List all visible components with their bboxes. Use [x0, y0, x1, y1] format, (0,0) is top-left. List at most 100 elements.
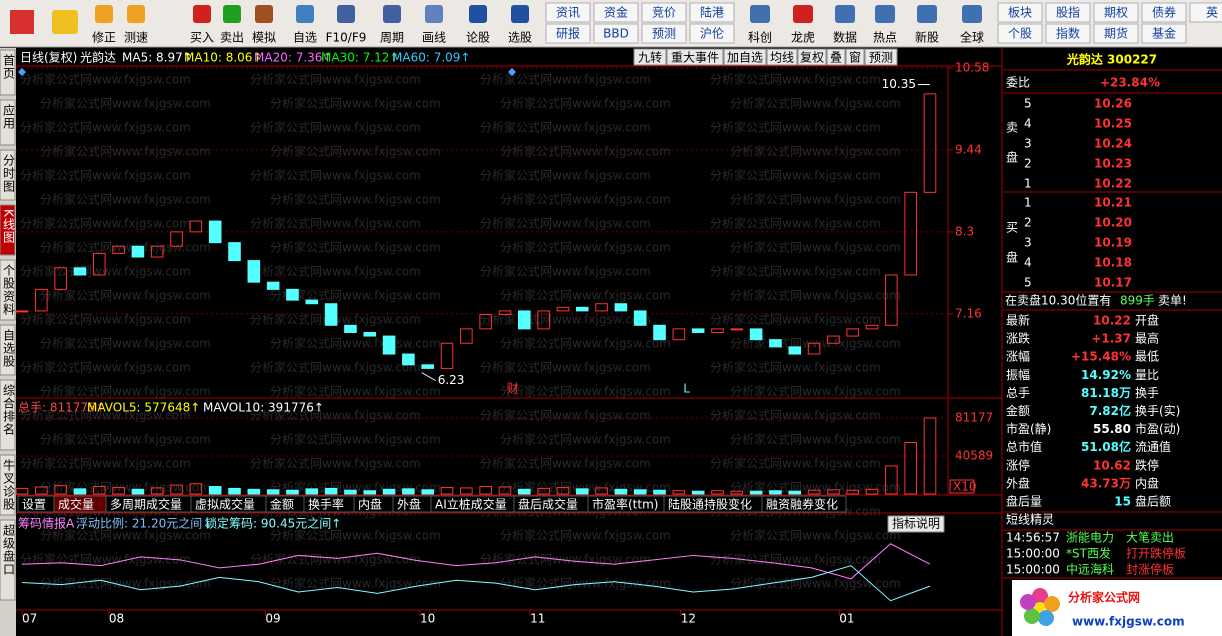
side-tab-label[interactable]: 综合排名: [2, 384, 16, 436]
toolbar-dual-button[interactable]: [1189, 2, 1222, 23]
toolbar-button[interactable]: 期货: [1104, 26, 1128, 41]
toolbar-button[interactable]: 测速: [124, 31, 148, 45]
chart-button-label[interactable]: 加自选: [727, 51, 763, 65]
back-button[interactable]: [52, 10, 78, 34]
toolbar-button[interactable]: 预测: [652, 27, 676, 41]
indicator-button[interactable]: [887, 515, 945, 533]
chart-button-label[interactable]: 叠: [830, 51, 842, 65]
chart-button[interactable]: [864, 48, 898, 66]
toolbar-button[interactable]: 英: [1206, 6, 1218, 20]
indicator-tab-label[interactable]: 市盈率(ttm): [592, 497, 658, 512]
toolbar-dual-button[interactable]: [1045, 2, 1091, 23]
chart-button[interactable]: [797, 48, 827, 66]
chart-button-label[interactable]: 预测: [869, 51, 893, 65]
toolbar-dual-button[interactable]: [689, 2, 735, 23]
chart-button-label[interactable]: 窗: [849, 51, 861, 65]
toolbar-dual-button[interactable]: [641, 23, 687, 44]
side-tab-label[interactable]: K线图: [2, 209, 16, 244]
toolbar-button[interactable]: 期权: [1104, 6, 1128, 20]
toolbar-button[interactable]: 龙虎: [791, 31, 815, 45]
toolbar-button[interactable]: 修正: [92, 30, 116, 45]
toolbar-dual-button[interactable]: [997, 23, 1043, 44]
side-tab-label[interactable]: 超级盘口: [2, 523, 16, 576]
chart-button[interactable]: [766, 48, 798, 66]
indicator-tab-label[interactable]: 多周期成交量: [110, 497, 182, 512]
toolbar-button[interactable]: 资讯: [556, 6, 580, 20]
toolbar-button[interactable]: BBD: [603, 27, 629, 41]
indicator-tab-label[interactable]: 虚拟成交量: [195, 497, 255, 512]
toolbar-button[interactable]: 卖出: [220, 31, 244, 45]
side-tab[interactable]: [0, 204, 16, 256]
side-tab-label[interactable]: 应用: [2, 103, 16, 130]
indicator-tab[interactable]: [761, 495, 847, 513]
toolbar-dual-button[interactable]: [689, 23, 735, 44]
indicator-tab-label[interactable]: 内盘: [358, 497, 382, 512]
side-tab-label[interactable]: 分时图: [2, 154, 16, 193]
toolbar-button[interactable]: 资金: [604, 5, 628, 20]
toolbar-dual-button[interactable]: [641, 2, 687, 23]
toolbar-dual-button[interactable]: [1141, 2, 1187, 23]
indicator-tab-label[interactable]: 陆股通持股变化: [668, 497, 752, 512]
chart-button[interactable]: [633, 48, 667, 66]
indicator-tab-label[interactable]: AI立桩成交量: [435, 497, 507, 512]
side-tab[interactable]: [0, 454, 16, 516]
side-tab-label[interactable]: 自选股: [2, 329, 16, 368]
chart-button-label[interactable]: 复权: [800, 51, 824, 65]
toolbar-button[interactable]: 股指: [1056, 5, 1080, 20]
indicator-tab-label[interactable]: 融资融券变化: [766, 497, 838, 512]
toolbar-button[interactable]: 沪伦: [700, 26, 724, 41]
toolbar-dual-button[interactable]: [997, 2, 1043, 23]
toolbar-button[interactable]: 买入: [190, 31, 214, 45]
indicator-tab-label[interactable]: 成交量: [58, 497, 94, 512]
chart-button[interactable]: [826, 48, 846, 66]
side-tab[interactable]: [0, 324, 16, 376]
toolbar-button[interactable]: 数据: [833, 30, 857, 45]
toolbar-button[interactable]: 自选: [293, 31, 317, 45]
side-tab[interactable]: [0, 99, 16, 146]
chart-button-label[interactable]: 重大事件: [671, 51, 719, 65]
indicator-tab-label[interactable]: 换手率: [308, 497, 344, 512]
toolbar-button[interactable]: 个股: [1008, 27, 1032, 41]
toolbar-dual-button[interactable]: [593, 23, 639, 44]
toolbar-button[interactable]: 陆港: [700, 5, 724, 20]
toolbar-button[interactable]: 科创: [748, 31, 772, 45]
side-tab-label[interactable]: 个股资料: [2, 264, 16, 316]
toolbar-button[interactable]: 周期: [380, 31, 404, 45]
toolbar-button[interactable]: 模拟: [252, 31, 276, 45]
toolbar-dual-button[interactable]: [1045, 23, 1091, 44]
chart-button[interactable]: [666, 48, 724, 66]
side-tab-label[interactable]: 牛叉诊股: [2, 458, 16, 511]
toolbar-dual-button[interactable]: [1141, 23, 1187, 44]
indicator-tab-label[interactable]: 设置: [22, 498, 46, 512]
toolbar-button[interactable]: 画线: [422, 31, 446, 45]
indicator-tab-label[interactable]: 外盘: [397, 497, 421, 512]
chart-button[interactable]: [723, 48, 767, 66]
side-tab[interactable]: [0, 519, 16, 601]
chart-button-label[interactable]: 均线: [770, 51, 794, 65]
toolbar-dual-button[interactable]: [545, 23, 591, 44]
indicator-tab-label[interactable]: 金额: [270, 497, 294, 512]
toolbar-button[interactable]: 热点: [873, 31, 897, 45]
toolbar-button[interactable]: 选股: [508, 31, 532, 45]
toolbar-button[interactable]: 指数: [1056, 26, 1080, 41]
toolbar-button[interactable]: 新股: [915, 30, 939, 45]
side-tab-label[interactable]: 首页: [2, 54, 16, 80]
side-tab[interactable]: [0, 259, 16, 321]
chart-button-label[interactable]: 九转: [638, 50, 662, 65]
toolbar-button[interactable]: 竞价: [652, 6, 676, 20]
side-tab[interactable]: [0, 149, 16, 201]
toolbar-button[interactable]: 板块: [1008, 6, 1032, 20]
side-tab[interactable]: [0, 379, 16, 451]
toolbar-button[interactable]: 论股: [466, 31, 490, 45]
indicator-button-label[interactable]: 指标说明: [892, 516, 940, 531]
chart-button[interactable]: [845, 48, 865, 66]
toolbar-dual-button[interactable]: [1093, 2, 1139, 23]
toolbar-button[interactable]: 债券: [1152, 5, 1176, 20]
toolbar-button[interactable]: 研报: [556, 26, 580, 41]
toolbar-dual-button[interactable]: [545, 2, 591, 23]
toolbar-dual-button[interactable]: [1093, 23, 1139, 44]
toolbar-button[interactable]: F10/F9: [326, 31, 367, 45]
toolbar-button[interactable]: 基金: [1152, 26, 1176, 41]
toolbar-button[interactable]: 全球: [960, 30, 984, 45]
indicator-tab-label[interactable]: 盘后成交量: [518, 497, 578, 512]
